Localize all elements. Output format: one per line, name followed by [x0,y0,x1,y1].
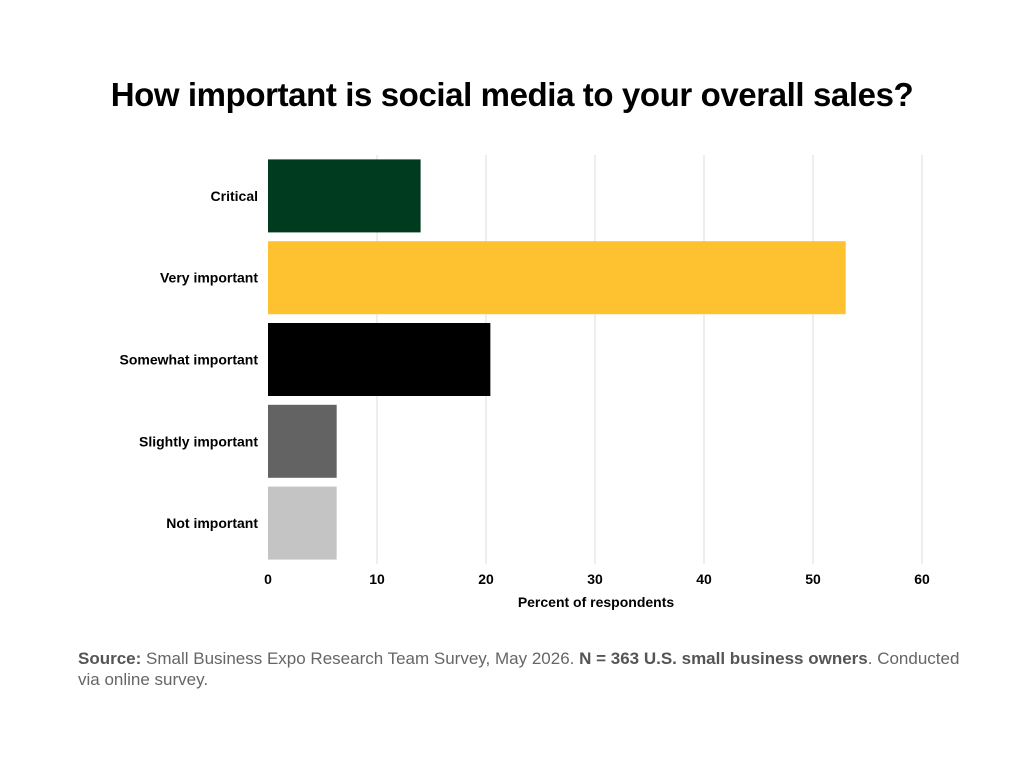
x-tick-label: 40 [696,571,712,587]
bar [268,486,337,560]
chart-title: How important is social media to your ov… [110,76,914,113]
category-label: Somewhat important [120,352,259,368]
bar [268,404,337,478]
category-label: Not important [166,515,258,531]
bar [268,159,421,233]
x-axis-label: Percent of respondents [518,594,675,610]
category-label: Slightly important [139,433,258,449]
bars [268,159,846,560]
x-tick-label: 60 [914,571,930,587]
x-tick-label: 0 [264,571,272,587]
source-note: Source: Small Business Expo Research Tea… [78,648,978,690]
bar [268,323,491,396]
source-label: Source: [78,649,142,668]
x-tick-labels: 0 10 20 30 40 50 60 [264,571,930,587]
bar [268,241,846,315]
bar-chart: Critical Very important Somewhat important… [120,155,930,610]
category-label: Very important [160,270,258,286]
x-tick-label: 50 [805,571,821,587]
source-text: Small Business Expo Research Team Survey… [141,649,580,668]
x-tick-label: 10 [369,571,385,587]
category-label: Critical [211,188,258,204]
sample-size: N = 363 U.S. small business owners [579,649,868,668]
x-tick-label: 20 [478,571,494,587]
category-labels: Critical Very important Somewhat important… [120,188,259,531]
source-tail: . Conducted via online survey. [78,649,960,689]
x-tick-label: 30 [587,571,603,587]
